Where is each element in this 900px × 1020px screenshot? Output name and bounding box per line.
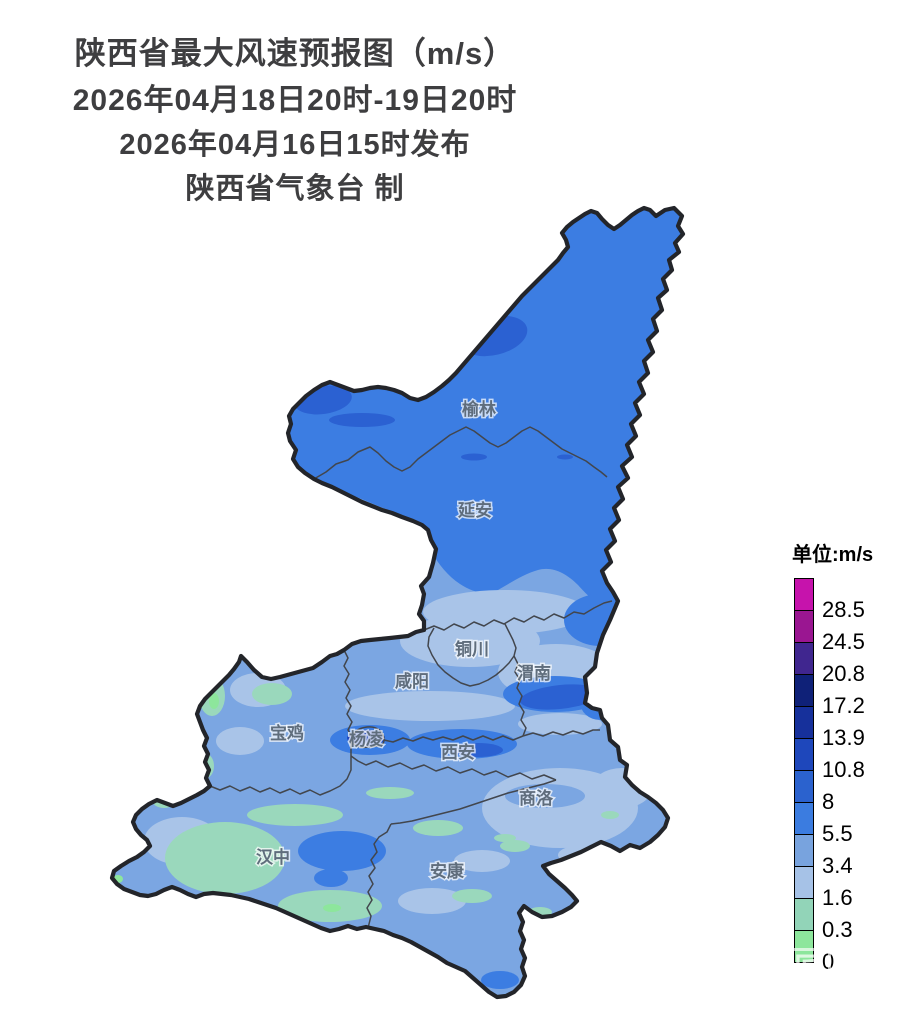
zone-patch-8-10_8 [520, 684, 600, 710]
zone-green-0_3-1_6 [494, 834, 516, 842]
zone-patch-5_5-8 [298, 831, 386, 871]
zone-patch-8-10_8 [557, 454, 573, 460]
valid-period: 2026年04月18日20时-19日20时 [72, 84, 518, 117]
zone-light-1_6-3_4 [345, 691, 515, 721]
zone-green-0_3-1_6 [413, 820, 463, 836]
city-label-宝鸡: 宝鸡 [270, 723, 304, 743]
zone-green-0-0_3 [209, 693, 219, 709]
zone-light-1_6-3_4 [400, 615, 540, 667]
watermark-ghost [843, 952, 877, 998]
zone-light-1_6-3_4 [398, 888, 466, 914]
city-label-咸阳: 咸阳 [395, 671, 429, 691]
province-outline [109, 205, 686, 1000]
city-label-西安: 西安 [441, 742, 475, 762]
map-title: 陕西省最大风速预报图（m/s） [74, 36, 516, 71]
zone-patch-5_5-8 [314, 869, 348, 887]
city-label-渭南: 渭南 [517, 663, 551, 683]
issuer: 陕西省气象台 制 [185, 173, 405, 205]
zone-light-1_6-3_4 [518, 713, 602, 735]
zone-green-0_3-1_6 [601, 811, 619, 819]
city-label-汉中: 汉中 [256, 847, 290, 867]
zone-green-0_3-1_6 [500, 840, 530, 852]
zone-green-0_3-1_6 [366, 787, 414, 799]
zone-light-1_6-3_4 [592, 768, 652, 808]
issue-time: 2026年04月16日15时发布 [119, 129, 471, 161]
zone-light-1_6-3_4 [558, 845, 610, 865]
zone-green-0_3-1_6 [252, 683, 292, 705]
city-label-安康: 安康 [430, 861, 465, 881]
zone-patch-8-10_8 [329, 413, 395, 427]
zone-patch-8-10_8 [453, 743, 503, 757]
city-label-榆林: 榆林 [462, 399, 496, 419]
zone-band-3_4-5_5 [505, 784, 585, 808]
city-label-延安: 延安 [457, 500, 492, 520]
city-boundaries [209, 426, 613, 929]
zone-light-1_6-3_4 [454, 850, 510, 872]
city-label-铜川: 铜川 [455, 639, 489, 659]
city-label-商洛: 商洛 [519, 788, 554, 808]
zone-patch-10_8-13_9 [347, 730, 385, 746]
zone-green-0-0_3 [323, 904, 341, 912]
zone-green-0_3-1_6 [452, 889, 492, 903]
zone-patch-5_5-8 [481, 971, 519, 989]
watermark: 匠 [787, 948, 831, 994]
zone-patch-8-10_8 [461, 453, 487, 461]
wind-zones [112, 208, 683, 997]
zone-green-0_3-1_6 [165, 822, 285, 894]
zone-light-1_6-3_4 [216, 727, 264, 755]
city-label-杨凌: 杨凌 [349, 729, 384, 749]
zone-green-0_3-1_6 [247, 804, 343, 826]
